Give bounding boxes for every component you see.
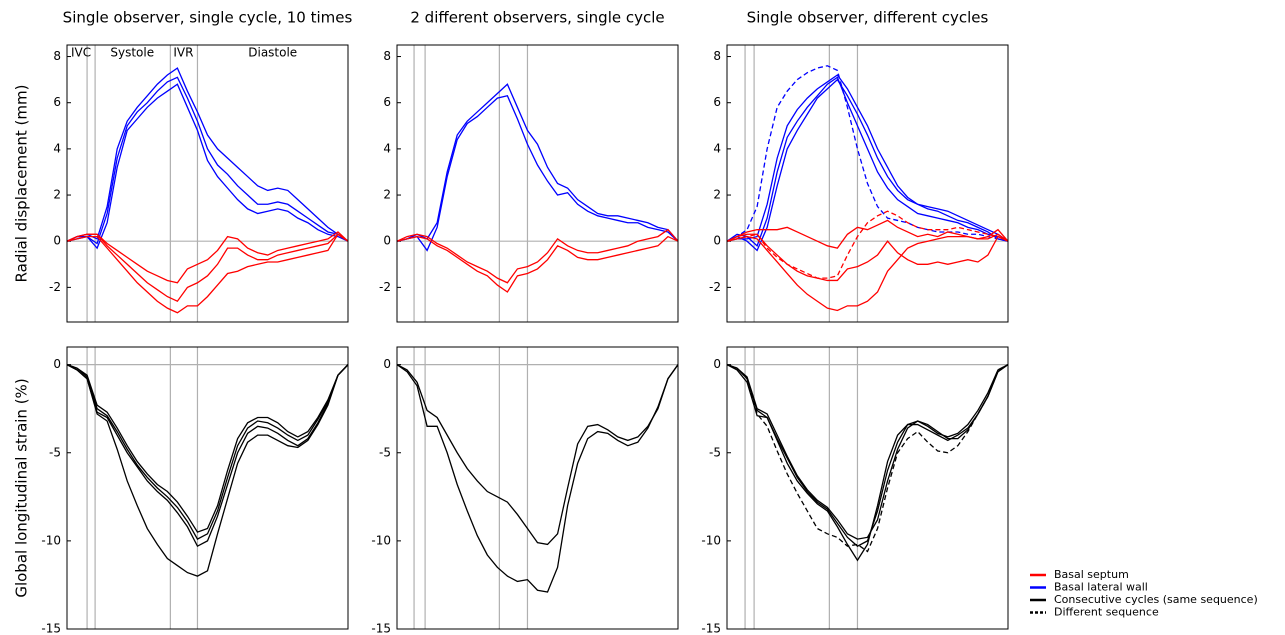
y-tick-label: 4 <box>53 141 61 155</box>
y-tick-label: -15 <box>701 622 721 635</box>
y-tick-label: 8 <box>713 49 721 63</box>
panel-title: Single observer, single cycle, 10 times <box>63 9 353 27</box>
series-line <box>726 364 1009 540</box>
y-tick-label: 2 <box>53 188 61 202</box>
y-tick-label: 6 <box>53 95 61 109</box>
series-line <box>726 364 1009 562</box>
series-line <box>726 219 1009 249</box>
y-tick-label: 2 <box>383 188 391 202</box>
series-line <box>66 364 349 540</box>
y-tick-label: 0 <box>383 234 391 248</box>
series-line <box>66 83 349 250</box>
series-line <box>396 364 679 593</box>
y-tick-label: -15 <box>371 622 391 635</box>
y-tick-label: -2 <box>379 280 391 294</box>
series-line <box>726 364 1009 547</box>
y-tick-label: -15 <box>41 622 61 635</box>
series-line <box>396 95 679 252</box>
y-tick-label: 2 <box>713 188 721 202</box>
y-tick-label: 8 <box>383 49 391 63</box>
series-line <box>66 364 349 548</box>
series-line <box>66 76 349 245</box>
y-tick-label: -10 <box>41 533 61 547</box>
y-tick-label: -10 <box>371 533 391 547</box>
y-axis-label: Radial displacement (mm) <box>13 85 31 283</box>
y-tick-label: -5 <box>379 445 391 459</box>
series-line <box>66 67 349 242</box>
y-axis-label: Global longitudinal strain (%) <box>13 378 31 597</box>
y-tick-label: 0 <box>53 234 61 248</box>
series-line <box>396 235 679 293</box>
legend-label: Basal septum <box>1054 568 1129 581</box>
panel-title: 2 different observers, single cycle <box>410 9 664 27</box>
series-line <box>396 228 679 284</box>
panel-title: Single observer, different cycles <box>747 9 989 27</box>
axes-frame <box>726 346 1009 630</box>
axes-frame <box>66 44 349 323</box>
axes-frame <box>396 44 679 323</box>
y-tick-label: 4 <box>713 141 721 155</box>
series-line <box>726 76 1009 247</box>
phase-label: Systole <box>110 46 154 60</box>
series-line <box>66 233 349 314</box>
y-tick-label: -2 <box>709 280 721 294</box>
y-tick-label: -5 <box>49 445 61 459</box>
axes-frame <box>66 346 349 630</box>
y-tick-label: 0 <box>383 357 391 371</box>
y-tick-label: 0 <box>713 357 721 371</box>
y-tick-label: -10 <box>701 533 721 547</box>
series-line <box>726 78 1009 252</box>
series-line <box>726 65 1009 242</box>
series-line <box>726 210 1009 279</box>
series-line <box>66 231 349 284</box>
series-line <box>726 233 1009 282</box>
y-tick-label: -5 <box>709 445 721 459</box>
y-tick-label: 0 <box>713 234 721 248</box>
series-line <box>726 74 1009 242</box>
series-line <box>66 233 349 303</box>
series-line <box>396 364 679 546</box>
legend-label: Different sequence <box>1054 606 1159 619</box>
series-line <box>66 364 349 533</box>
axes-frame <box>396 346 679 630</box>
phase-label: IVC <box>71 46 91 60</box>
legend-label: Consecutive cycles (same sequence) <box>1054 593 1258 606</box>
series-line <box>726 364 1009 553</box>
legend-label: Basal lateral wall <box>1054 581 1148 594</box>
axes-frame <box>726 44 1009 323</box>
series-line <box>66 364 349 577</box>
y-tick-label: -2 <box>49 280 61 294</box>
y-tick-label: 8 <box>53 49 61 63</box>
y-tick-label: 6 <box>383 95 391 109</box>
phase-label: IVR <box>173 46 193 60</box>
phase-label: Diastole <box>248 46 297 60</box>
y-tick-label: 6 <box>713 95 721 109</box>
y-tick-label: 4 <box>383 141 391 155</box>
series-line <box>396 83 679 242</box>
y-tick-label: 0 <box>53 357 61 371</box>
series-line <box>726 228 1009 312</box>
